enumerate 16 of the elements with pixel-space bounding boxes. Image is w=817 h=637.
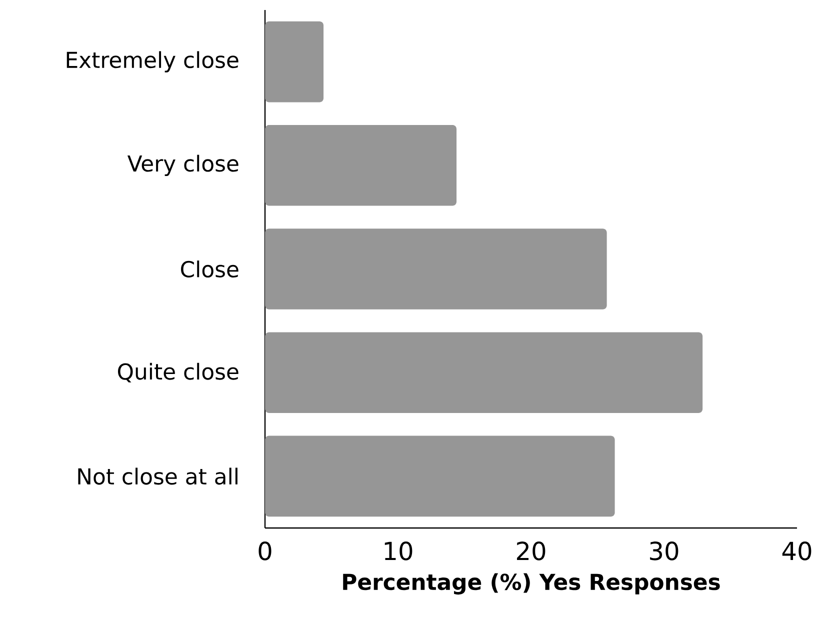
bar xyxy=(265,21,324,102)
y-tick-label: Very close xyxy=(127,154,238,176)
x-axis-title: Percentage (%) Yes Responses xyxy=(343,573,720,595)
y-tick-label: Not close at all xyxy=(78,468,238,485)
bar xyxy=(265,228,607,310)
x-tick-label: 0 xyxy=(258,542,272,560)
y-tick-label: Quite close xyxy=(118,362,238,382)
x-tick-label: 10 xyxy=(384,542,412,560)
bar xyxy=(265,436,615,517)
bar xyxy=(265,125,457,206)
y-tick-label: Close xyxy=(181,260,238,278)
x-tick-label: 20 xyxy=(516,542,546,560)
y-tick-label: Extremely close xyxy=(66,51,238,72)
bar xyxy=(265,332,703,414)
x-tick-label: 40 xyxy=(782,542,812,560)
x-tick-label: 30 xyxy=(650,542,678,560)
